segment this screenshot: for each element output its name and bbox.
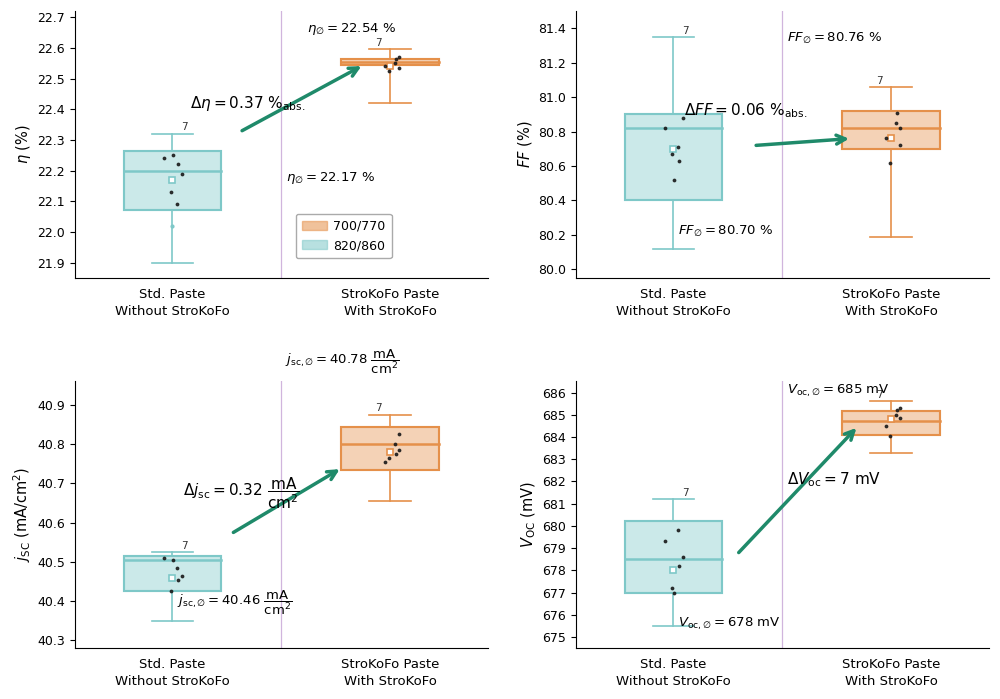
Bar xyxy=(124,556,221,591)
Y-axis label: $V_{\mathrm{OC}}$ (mV): $V_{\mathrm{OC}}$ (mV) xyxy=(519,482,538,548)
Bar xyxy=(842,412,940,435)
Text: 7: 7 xyxy=(375,403,381,413)
Text: $FF_{\emptyset} = 80.70\ \%$: $FF_{\emptyset} = 80.70\ \%$ xyxy=(678,224,773,239)
Text: $V_{\mathrm{oc},\emptyset} = 678\ \mathrm{mV}$: $V_{\mathrm{oc},\emptyset} = 678\ \mathr… xyxy=(678,616,781,632)
Bar xyxy=(341,59,439,65)
Bar xyxy=(625,521,722,593)
Bar xyxy=(625,521,722,593)
Bar xyxy=(124,556,221,591)
Text: $\Delta j_{\mathrm{sc}} = 0.32\ \dfrac{\mathrm{mA}}{\mathrm{cm}^2}$: $\Delta j_{\mathrm{sc}} = 0.32\ \dfrac{\… xyxy=(183,475,300,511)
Text: $\Delta FF = 0.06\ \%_{\mathrm{abs.}}$: $\Delta FF = 0.06\ \%_{\mathrm{abs.}}$ xyxy=(684,101,808,120)
Text: 7: 7 xyxy=(876,75,882,85)
Text: $j_{\mathrm{sc},\emptyset} = 40.78\ \dfrac{\mathrm{mA}}{\mathrm{cm}^2}$: $j_{\mathrm{sc},\emptyset} = 40.78\ \dfr… xyxy=(285,347,400,376)
Text: $\eta_{\emptyset} = 22.17\ \%$: $\eta_{\emptyset} = 22.17\ \%$ xyxy=(286,171,375,186)
Bar xyxy=(124,150,221,210)
Text: 7: 7 xyxy=(181,541,188,551)
Legend: 700/770, 820/860: 700/770, 820/860 xyxy=(296,214,392,259)
Text: $\Delta\eta = 0.37\ \%_{\mathrm{abs.}}$: $\Delta\eta = 0.37\ \%_{\mathrm{abs.}}$ xyxy=(190,94,305,113)
Bar xyxy=(842,111,940,149)
Text: $\eta_{\emptyset} = 22.54\ \%$: $\eta_{\emptyset} = 22.54\ \%$ xyxy=(307,21,397,37)
Bar xyxy=(341,426,439,470)
Text: $j_{\mathrm{sc},\emptyset} = 40.46\ \dfrac{\mathrm{mA}}{\mathrm{cm}^2}$: $j_{\mathrm{sc},\emptyset} = 40.46\ \dfr… xyxy=(177,589,292,617)
Bar xyxy=(625,115,722,201)
Text: 7: 7 xyxy=(375,38,381,48)
Y-axis label: $\eta$ (%): $\eta$ (%) xyxy=(14,124,33,164)
Bar xyxy=(842,412,940,435)
Y-axis label: $FF$ (%): $FF$ (%) xyxy=(516,121,534,168)
Text: 7: 7 xyxy=(682,488,689,498)
Bar xyxy=(341,59,439,65)
Text: $\Delta V_{\mathrm{oc}} = 7\ \mathrm{mV}$: $\Delta V_{\mathrm{oc}} = 7\ \mathrm{mV}… xyxy=(787,470,881,489)
Bar xyxy=(341,426,439,470)
Text: $FF_{\emptyset} = 80.76\ \%$: $FF_{\emptyset} = 80.76\ \%$ xyxy=(787,31,882,45)
Text: 7: 7 xyxy=(876,390,882,400)
Bar xyxy=(625,115,722,201)
Bar xyxy=(842,111,940,149)
Text: 7: 7 xyxy=(181,122,188,132)
Text: 7: 7 xyxy=(682,26,689,36)
Text: $V_{\mathrm{oc},\emptyset} = 685\ \mathrm{mV}$: $V_{\mathrm{oc},\emptyset} = 685\ \mathr… xyxy=(787,383,889,399)
Y-axis label: $j_{\mathrm{SC}}$ (mA/cm$^2$): $j_{\mathrm{SC}}$ (mA/cm$^2$) xyxy=(11,467,33,563)
Bar xyxy=(124,150,221,210)
